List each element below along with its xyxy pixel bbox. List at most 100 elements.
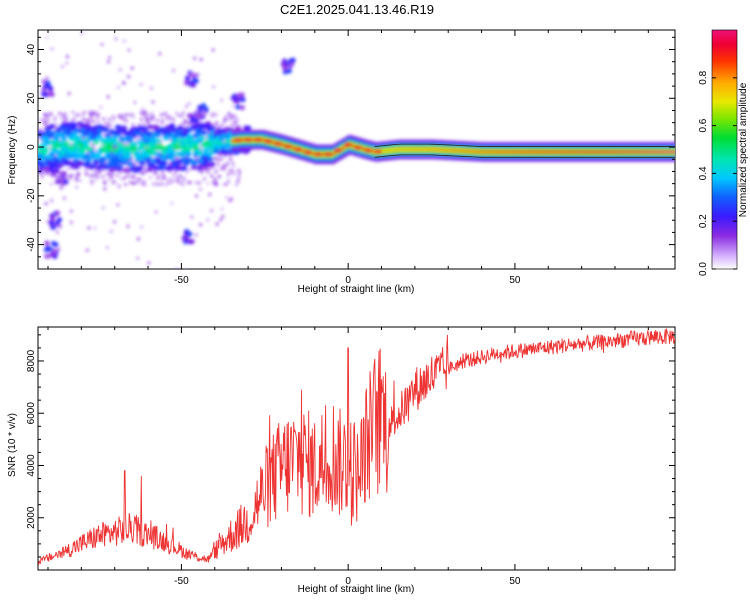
- heatmap-cell: [114, 37, 118, 41]
- heatmap-ridge-cell: [564, 150, 569, 154]
- heatmap-cell: [59, 183, 63, 187]
- heatmap-cell: [116, 174, 120, 178]
- heatmap-cell: [76, 113, 80, 117]
- colorbar-ticks: 0.0 0.2 0.4 0.6 0.8: [698, 70, 737, 276]
- heatmap-ridge-cell: [464, 149, 469, 153]
- heatmap-ridge-cell: [461, 149, 465, 153]
- heatmap-cell: [99, 175, 103, 179]
- heatmap-ridge-cell: [361, 147, 365, 150]
- heatmap-cell: [228, 158, 232, 162]
- heatmap-cluster-cell: [190, 82, 196, 88]
- heatmap-cell: [222, 140, 226, 144]
- heatmap-cell: [119, 116, 123, 120]
- heatmap-band-cell: [108, 167, 116, 173]
- heatmap-cell: [206, 218, 210, 222]
- heatmap-cluster-cell: [232, 98, 238, 104]
- heatmap-cell: [227, 181, 231, 185]
- heatmap-cell: [122, 123, 126, 127]
- heatmap-cell: [107, 118, 111, 122]
- colorbar-tick-label: 0.4: [698, 166, 709, 180]
- heatmap-ridge-cell: [383, 149, 387, 153]
- heatmap-cell: [160, 177, 164, 181]
- heatmap-cell: [227, 112, 231, 116]
- heatmap-cell: [165, 124, 169, 128]
- heatmap-cell: [109, 229, 113, 233]
- heatmap-cell: [91, 146, 95, 150]
- heatmap-ridge-cell: [524, 150, 529, 154]
- heatmap-cell: [168, 115, 172, 119]
- heatmap-band-cell: [190, 165, 198, 170]
- heatmap-cell: [228, 199, 232, 203]
- heatmap-cell: [223, 165, 227, 169]
- heatmap-cell: [148, 114, 152, 118]
- heatmap-cell: [70, 166, 74, 170]
- heatmap-cell: [111, 114, 115, 118]
- heatmap-ridge-cell: [273, 141, 277, 145]
- heatmap-cell: [57, 111, 61, 115]
- heatmap-cell: [93, 226, 97, 230]
- heatmap-cell: [164, 183, 168, 187]
- heatmap-cell: [45, 119, 49, 123]
- heatmap-ridge-cell: [634, 150, 639, 154]
- heatmap-cell: [142, 113, 146, 117]
- heatmap-ridge-cell: [488, 150, 492, 154]
- heatmap-cluster-cell: [282, 69, 288, 75]
- heatmap-band-cell: [84, 160, 92, 165]
- heatmap-cell: [207, 167, 211, 171]
- ridge-lower-edge: [374, 154, 675, 158]
- heatmap-band-cell: [142, 135, 150, 140]
- heatmap-ridge-cell: [528, 150, 532, 154]
- heatmap-ridge-cell: [666, 150, 670, 154]
- heatmap-band-cell: [144, 152, 152, 158]
- heatmap-cell: [133, 175, 137, 179]
- heatmap-ridge-cell: [351, 144, 355, 148]
- heatmap-cell: [143, 110, 147, 114]
- heatmap-ridge-cell: [611, 150, 615, 154]
- heatmap-cell: [213, 181, 217, 185]
- heatmap-cell: [43, 121, 47, 125]
- heatmap-ridge-cell: [506, 150, 510, 154]
- heatmap-peak-cell: [334, 148, 343, 153]
- heatmap-ridge-cell: [481, 150, 485, 154]
- spectrogram-ytick-label: -20: [26, 188, 37, 203]
- heatmap-band-cell: [226, 127, 234, 133]
- heatmap-cell: [112, 172, 116, 176]
- heatmap-cell: [135, 136, 139, 140]
- heatmap-cell: [132, 181, 136, 185]
- heatmap-cell: [233, 115, 237, 119]
- heatmap-cell: [69, 220, 73, 224]
- heatmap-cell: [77, 166, 81, 170]
- heatmap-cell: [195, 194, 199, 198]
- heatmap-ridge-cell: [486, 150, 490, 154]
- heatmap-ridge-cell: [609, 150, 614, 154]
- heatmap-ridge-cell: [569, 150, 574, 154]
- heatmap-ridge-cell: [389, 148, 394, 152]
- heatmap-ridge-cell: [553, 150, 557, 154]
- heatmap-band-cell: [154, 138, 162, 144]
- heatmap-ridge-cell: [539, 150, 544, 154]
- heatmap-cell: [211, 48, 215, 52]
- heatmap-cell: [118, 68, 122, 72]
- heatmap-ridge-cell: [498, 150, 502, 154]
- heatmap-band-cell: [206, 156, 214, 162]
- heatmap-cell: [170, 130, 174, 134]
- heatmap-cell: [199, 116, 203, 120]
- heatmap-ridge-cell: [653, 150, 657, 154]
- heatmap-peak-cell: [274, 141, 283, 147]
- heatmap-cell: [82, 117, 86, 121]
- heatmap-ridge-cell: [476, 150, 480, 154]
- heatmap-ridge-cell: [411, 148, 415, 151]
- snr-ytick-label: 6000: [26, 402, 37, 425]
- heatmap-ridge-cell: [449, 148, 454, 152]
- heatmap-ridge-cell: [283, 143, 287, 147]
- heatmap-cell: [139, 82, 143, 86]
- heatmap-cluster-cell: [47, 85, 53, 91]
- spectrogram-xtick-label: -50: [174, 275, 189, 286]
- heatmap-cluster-cell: [55, 220, 61, 226]
- heatmap-cell: [228, 168, 232, 172]
- heatmap-cell: [57, 247, 61, 251]
- heatmap-ridge-cell: [603, 150, 607, 154]
- heatmap-cell: [93, 179, 97, 183]
- heatmap-ridge-cell: [586, 150, 590, 154]
- heatmap-cell: [168, 178, 172, 182]
